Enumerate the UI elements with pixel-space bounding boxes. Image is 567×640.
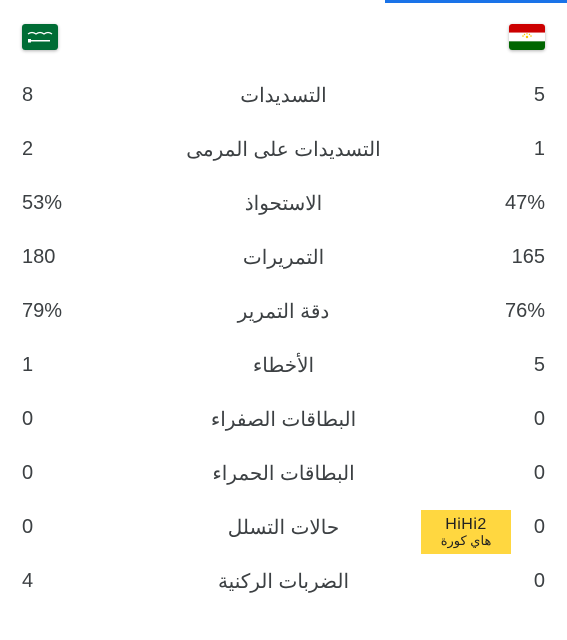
watermark-line-2: هاي كورة: [441, 534, 492, 548]
stat-value-right: 165: [465, 246, 545, 269]
stat-label: البطاقات الحمراء: [102, 461, 465, 486]
stat-label: الاستحواذ: [102, 191, 465, 216]
active-tab-indicator: [385, 0, 567, 3]
stat-value-right: 76%: [465, 300, 545, 323]
stat-row: 2التسديدات على المرمى1: [22, 122, 545, 176]
stat-value-right: 47%: [465, 192, 545, 215]
stat-value-left: 1: [22, 354, 102, 377]
stat-row: 79%دقة التمرير76%: [22, 284, 545, 338]
stat-label: التسديدات على المرمى: [102, 137, 465, 162]
stat-value-right: 0: [465, 462, 545, 485]
flag-left: [22, 24, 58, 50]
stat-row: 1الأخطاء5: [22, 338, 545, 392]
stat-value-left: 8: [22, 84, 102, 107]
stat-value-right: 0: [465, 408, 545, 431]
stat-value-left: 0: [22, 462, 102, 485]
stat-row: 4الضربات الركنية0: [22, 554, 545, 608]
stat-label: البطاقات الصفراء: [102, 407, 465, 432]
stat-value-left: 2: [22, 138, 102, 161]
stat-value-left: 4: [22, 570, 102, 593]
stat-row: 0البطاقات الحمراء0: [22, 446, 545, 500]
stat-label: التمريرات: [102, 245, 465, 270]
stat-label: الضربات الركنية: [102, 569, 465, 594]
stat-row: 53%الاستحواذ47%: [22, 176, 545, 230]
stat-value-left: 0: [22, 408, 102, 431]
stat-label: الأخطاء: [102, 353, 465, 378]
watermark-line-1: HiHi2: [445, 516, 487, 534]
stat-value-right: 1: [465, 138, 545, 161]
stat-row: 0البطاقات الصفراء0: [22, 392, 545, 446]
stat-value-left: 0: [22, 516, 102, 539]
stat-value-right: 5: [465, 84, 545, 107]
stat-value-left: 53%: [22, 192, 102, 215]
stat-value-left: 180: [22, 246, 102, 269]
flags-row: [0, 0, 567, 68]
stat-label: حالات التسلل: [102, 515, 465, 540]
stat-value-right: 5: [465, 354, 545, 377]
watermark-badge: HiHi2 هاي كورة: [421, 510, 511, 554]
flag-right: [509, 24, 545, 50]
stat-label: التسديدات: [102, 83, 465, 108]
stat-value-right: 0: [465, 570, 545, 593]
stat-label: دقة التمرير: [102, 299, 465, 324]
stat-value-left: 79%: [22, 300, 102, 323]
stat-row: 8التسديدات5: [22, 68, 545, 122]
stat-row: 180التمريرات165: [22, 230, 545, 284]
